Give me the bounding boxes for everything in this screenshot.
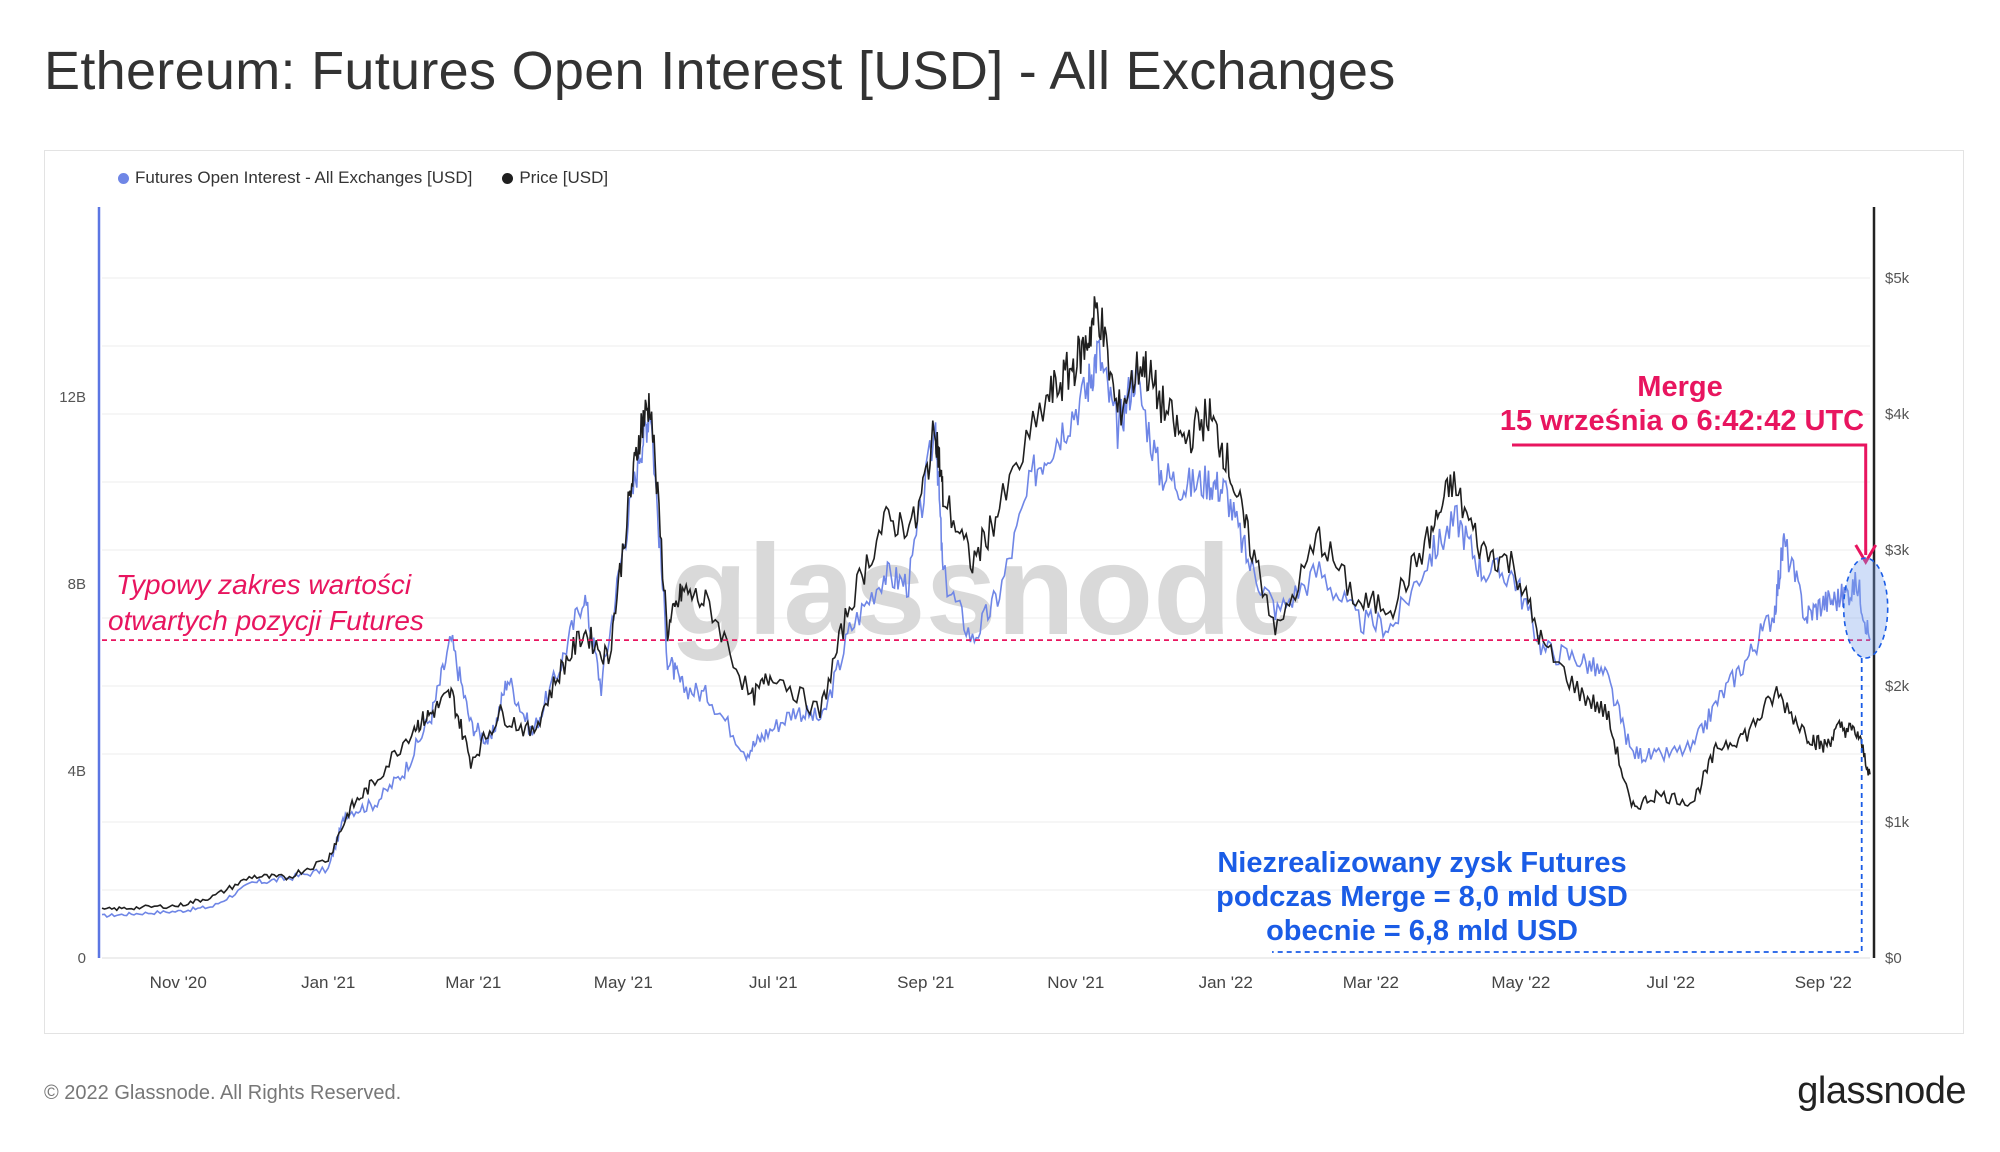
x-tick-label: Jul '22 xyxy=(1647,973,1696,992)
x-tick-label: May '21 xyxy=(594,973,653,992)
brand-logo[interactable]: glassnode xyxy=(1797,1070,1966,1112)
chart-panel xyxy=(44,150,1964,1034)
annotation-merge-title: Merge xyxy=(1637,371,1722,403)
legend-label-price: Price [USD] xyxy=(519,168,609,187)
y-right-tick-label: $4k xyxy=(1885,406,1910,423)
y-right-tick-label: $0 xyxy=(1885,950,1902,967)
series-line-price xyxy=(101,296,1871,912)
y-right-tick-label: $5k xyxy=(1885,270,1910,287)
annotation-profit-line2: podczas Merge = 8,0 mld USD xyxy=(1216,881,1628,913)
y-right-tick-label: $3k xyxy=(1885,542,1910,559)
x-tick-label: Jan '21 xyxy=(301,973,355,992)
x-tick-label: Mar '21 xyxy=(445,973,501,992)
y-left-tick-label: 0 xyxy=(78,950,86,967)
legend-label-oi: Futures Open Interest - All Exchanges [U… xyxy=(135,168,473,187)
x-tick-label: Mar '22 xyxy=(1343,973,1399,992)
x-tick-label: May '22 xyxy=(1491,973,1550,992)
annotation-merge-date: 15 września o 6:42:42 UTC xyxy=(1500,405,1864,437)
copyright-footer: © 2022 Glassnode. All Rights Reserved. xyxy=(44,1082,402,1104)
y-right-tick-label: $2k xyxy=(1885,678,1910,695)
merge-highlight-ellipse xyxy=(1842,557,1889,659)
y-left-tick-label: 12B xyxy=(59,389,86,406)
y-left-tick-label: 4B xyxy=(68,763,86,780)
x-tick-label: Sep '22 xyxy=(1795,973,1852,992)
x-tick-label: Nov '21 xyxy=(1047,973,1104,992)
annotation-merge-arrowhead xyxy=(1854,544,1878,565)
x-tick-label: Jul '21 xyxy=(749,973,798,992)
x-tick-label: Nov '20 xyxy=(150,973,207,992)
legend-item-price[interactable]: Price [USD] xyxy=(502,168,608,188)
annotation-profit-bracket xyxy=(1272,658,1863,953)
legend-dot-price xyxy=(502,172,514,184)
y-right-tick-label: $1k xyxy=(1885,814,1910,831)
y-left-tick-label: 8B xyxy=(68,576,86,593)
chart-title: Ethereum: Futures Open Interest [USD] - … xyxy=(44,41,1396,101)
annotation-merge-arrow xyxy=(1512,443,1868,555)
chart-legend: Futures Open Interest - All Exchanges [U… xyxy=(118,168,608,188)
series-line-open-interest xyxy=(101,338,1871,918)
annotation-typical-range-line2: otwartych pozycji Futures xyxy=(108,605,424,636)
annotation-profit-line1: Niezrealizowany zysk Futures xyxy=(1217,847,1626,879)
annotation-typical-range-line1: Typowy zakres wartości xyxy=(116,569,412,600)
x-tick-label: Jan '22 xyxy=(1199,973,1253,992)
legend-item-oi[interactable]: Futures Open Interest - All Exchanges [U… xyxy=(118,168,472,188)
x-tick-label: Sep '21 xyxy=(897,973,954,992)
annotation-profit-line3: obecnie = 6,8 mld USD xyxy=(1266,915,1578,947)
legend-dot-oi xyxy=(118,172,129,184)
